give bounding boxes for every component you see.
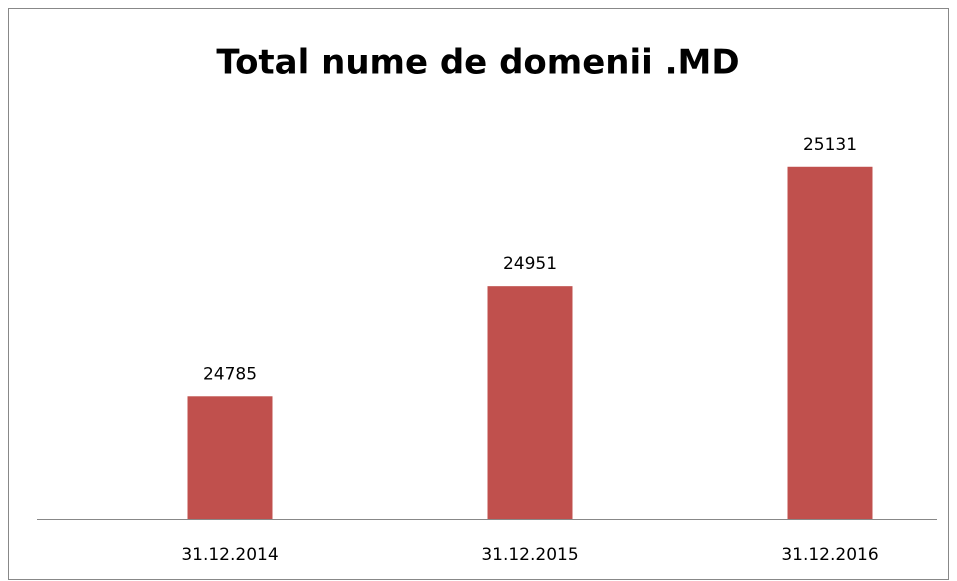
bar — [787, 166, 873, 519]
bar — [487, 286, 573, 519]
x-tick-label: 31.12.2015 — [481, 545, 578, 565]
bar — [187, 396, 273, 519]
x-tick-label: 31.12.2014 — [181, 545, 278, 565]
data-label: 24951 — [503, 254, 557, 274]
data-label: 25131 — [803, 135, 857, 155]
data-label: 24785 — [203, 364, 257, 384]
chart-title: Total nume de domenii .MD — [216, 43, 739, 83]
x-tick-label: 31.12.2016 — [781, 545, 878, 565]
